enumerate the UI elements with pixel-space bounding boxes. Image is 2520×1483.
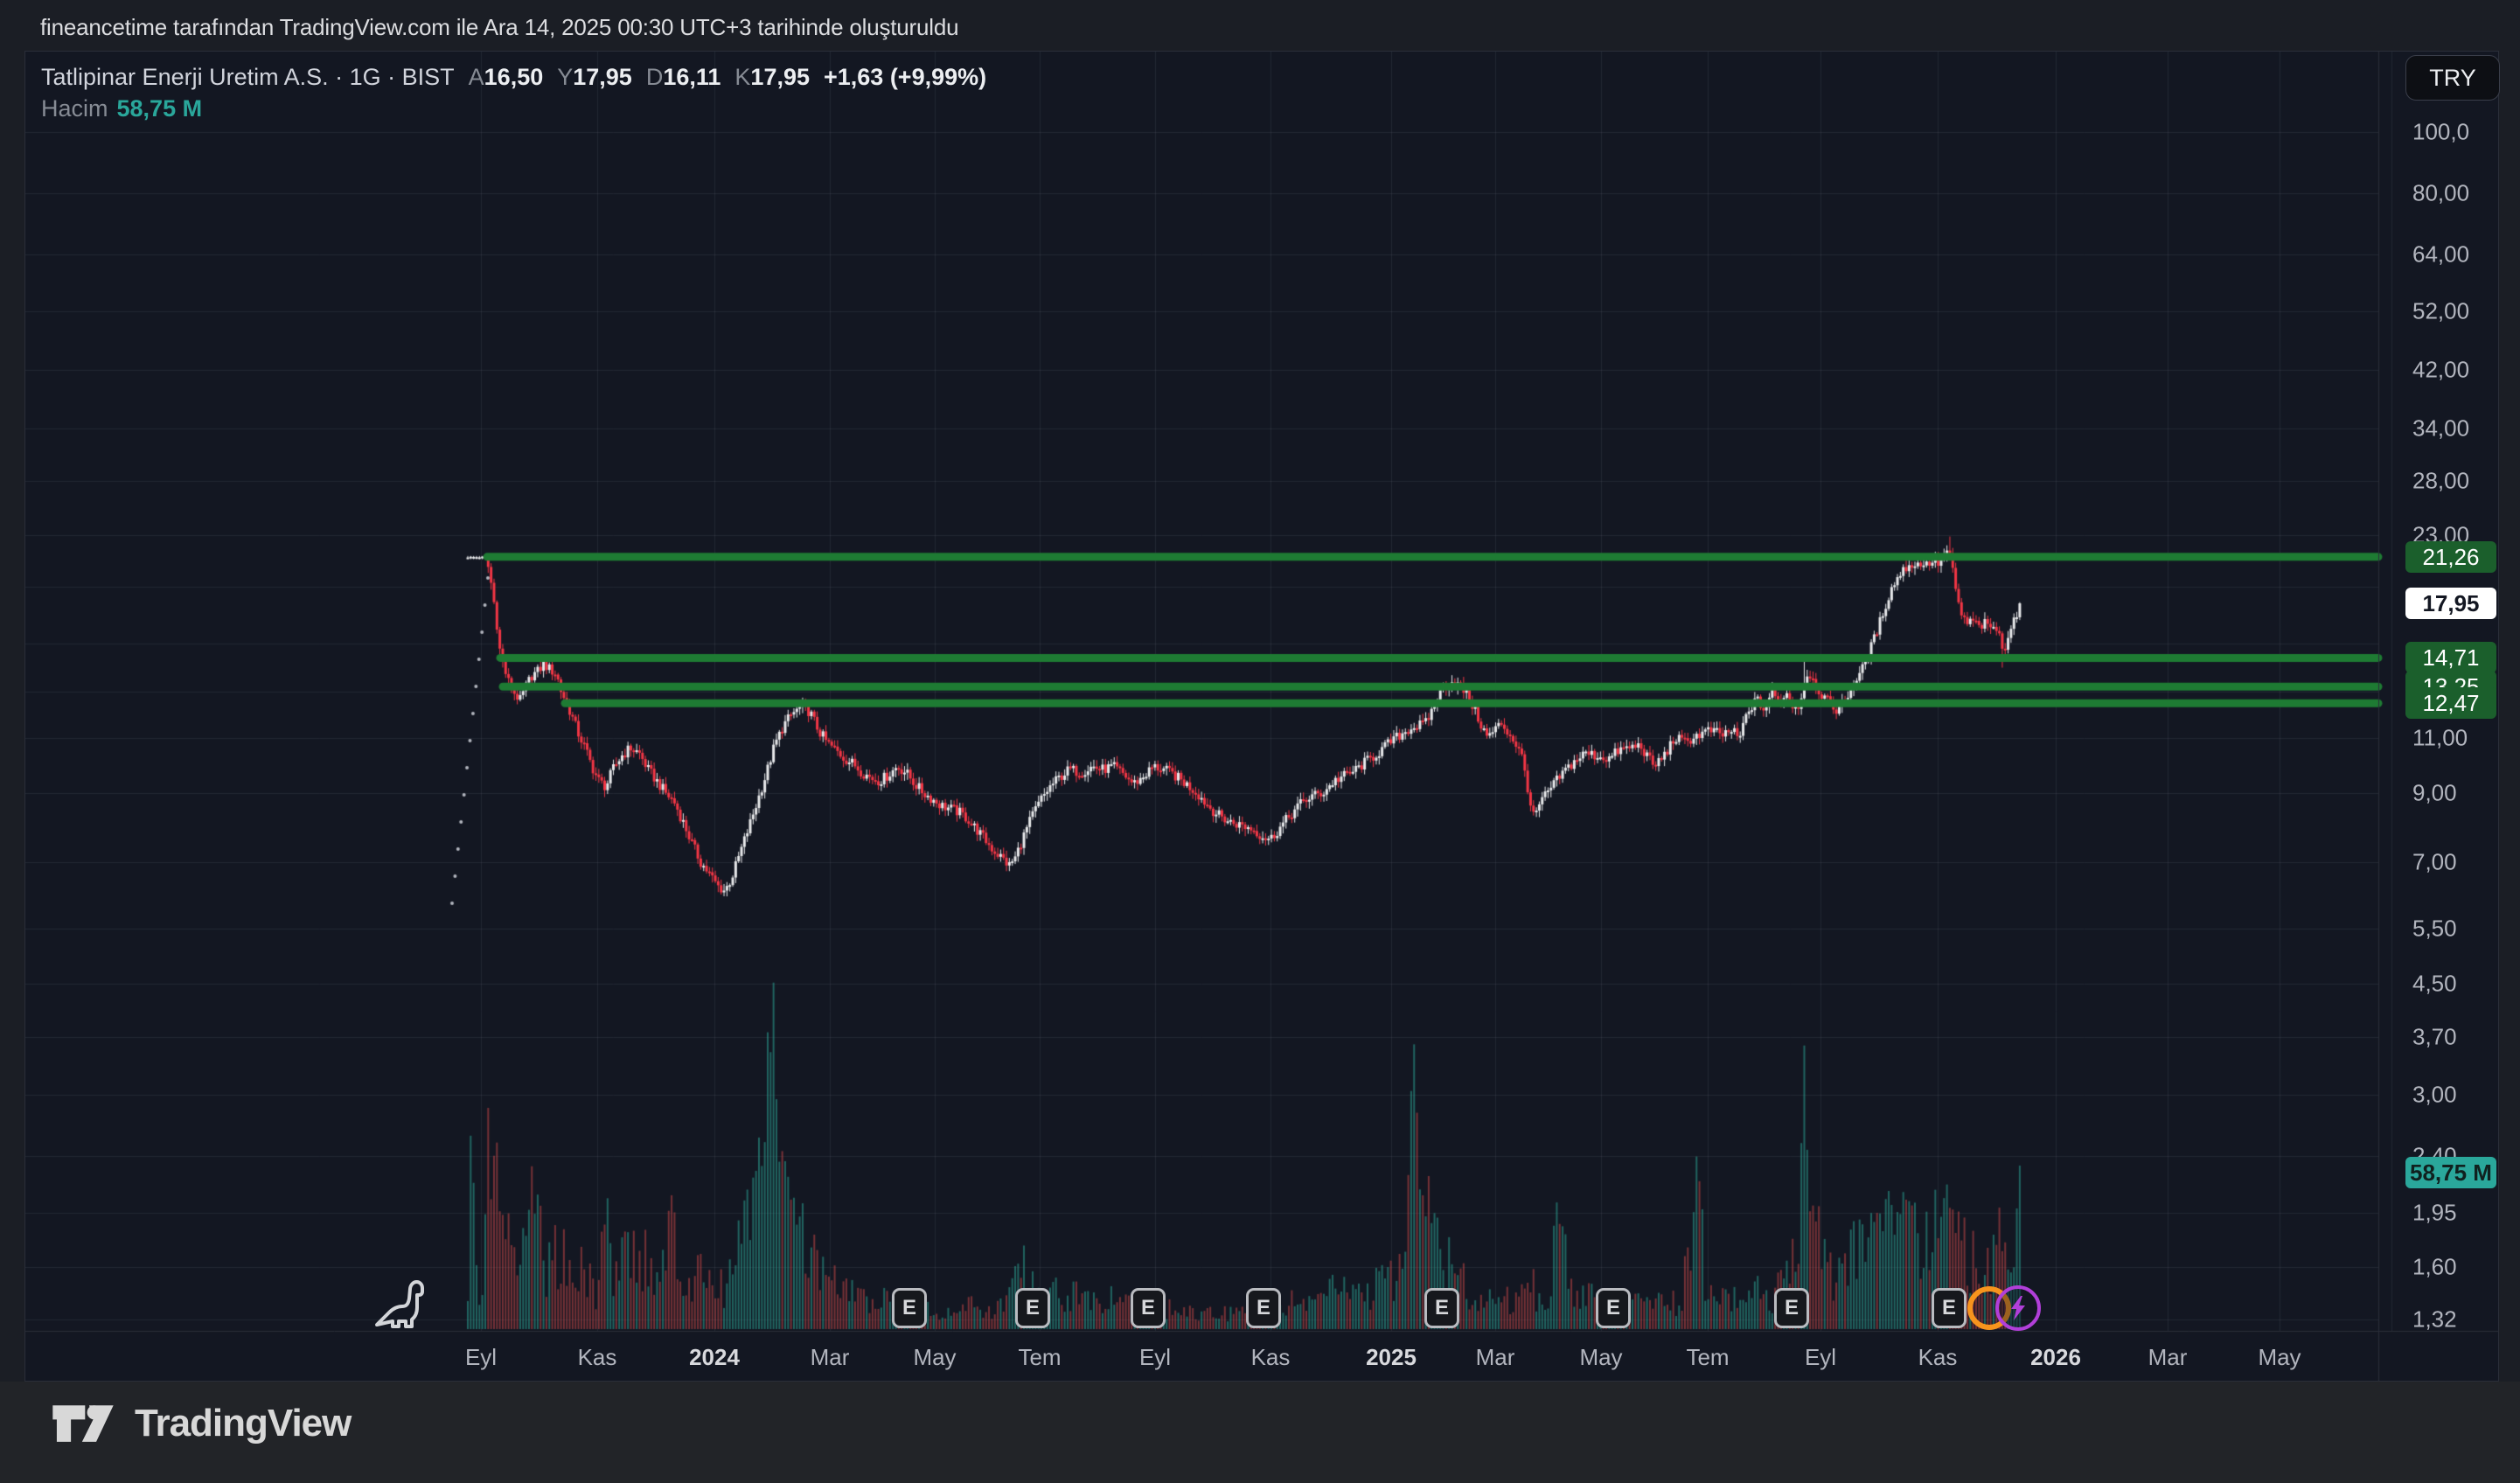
earnings-badge[interactable]: E xyxy=(1131,1288,1166,1328)
volume-value: 58,75 M xyxy=(116,95,203,122)
time-tick-label: Eyl xyxy=(1138,1344,1172,1370)
time-tick-label: Tem xyxy=(1686,1344,1730,1370)
tradingview-mark-icon xyxy=(52,1405,114,1442)
attribution-text: fineancetime tarafından TradingView.com … xyxy=(40,14,959,40)
level-axis-label: 21,26 xyxy=(2405,541,2496,573)
footer-bar: TradingView xyxy=(0,1382,2520,1483)
price-tick-label: 42,00 xyxy=(2412,356,2470,383)
price-tick-label: 11,00 xyxy=(2412,724,2468,751)
earnings-badge[interactable]: E xyxy=(892,1288,927,1328)
earnings-badge[interactable]: E xyxy=(1424,1288,1459,1328)
ohlc-field: A16,50 xyxy=(468,64,544,90)
dino-watermark-icon xyxy=(375,1280,424,1328)
time-tick-label: Eyl xyxy=(464,1344,498,1370)
time-tick-label: May xyxy=(1579,1344,1623,1370)
level-axis-label: 12,47 xyxy=(2405,687,2496,719)
lightning-icon[interactable] xyxy=(1995,1285,2041,1331)
price-tick-label: 4,50 xyxy=(2412,970,2457,997)
price-tick-label: 52,00 xyxy=(2412,297,2470,324)
price-tick-label: 1,32 xyxy=(2412,1305,2457,1333)
last-price-axis-label: 17,95 xyxy=(2405,588,2496,619)
time-tick-label: Tem xyxy=(1018,1344,1062,1370)
time-tick-label: 2025 xyxy=(1366,1344,1417,1370)
price-tick-label: 80,00 xyxy=(2412,179,2470,206)
price-tick-label: 100,0 xyxy=(2412,118,2470,145)
volume-axis-label: 58,75 M xyxy=(2405,1157,2496,1188)
currency-button[interactable]: TRY xyxy=(2405,55,2500,101)
price-volume-chart-canvas[interactable] xyxy=(25,52,2498,1381)
time-tick-label: 2026 xyxy=(2030,1344,2081,1370)
time-tick-label: May xyxy=(2258,1344,2301,1370)
price-change: +1,63 (+9,99%) xyxy=(824,64,987,90)
ohlc-field: D16,11 xyxy=(645,64,721,90)
time-tick-label: Kas xyxy=(1250,1344,1291,1370)
time-tick-label: Eyl xyxy=(1804,1344,1837,1370)
tradingview-wordmark: TradingView xyxy=(135,1402,352,1445)
ohlc-fields: A16,50 Y17,95 D16,11 K17,95 xyxy=(469,64,810,91)
ohlc-field: K17,95 xyxy=(734,64,810,90)
price-tick-label: 28,00 xyxy=(2412,467,2470,494)
price-tick-label: 1,95 xyxy=(2412,1199,2457,1226)
ohlc-field: Y17,95 xyxy=(557,64,632,90)
symbol-title: Tatlipinar Enerji Uretim A.S. · 1G · BIS… xyxy=(41,64,455,90)
price-tick-label: 5,50 xyxy=(2412,915,2457,942)
price-tick-label: 64,00 xyxy=(2412,240,2470,268)
earnings-badge[interactable]: E xyxy=(1596,1288,1631,1328)
chart-panel: Tatlipinar Enerji Uretim A.S. · 1G · BIS… xyxy=(24,51,2500,1382)
time-tick-label: Kas xyxy=(1918,1344,1958,1370)
price-tick-label: 7,00 xyxy=(2412,848,2457,875)
volume-label: Hacim xyxy=(41,95,108,122)
earnings-badge[interactable]: E xyxy=(1246,1288,1281,1328)
time-tick-label: Mar xyxy=(1475,1344,1515,1370)
level-axis-label: 14,71 xyxy=(2405,642,2496,673)
price-tick-label: 1,60 xyxy=(2412,1253,2457,1280)
symbol-info-row[interactable]: Tatlipinar Enerji Uretim A.S. · 1G · BIS… xyxy=(41,64,986,91)
lightning-bolt-glyph xyxy=(2011,1296,2025,1320)
tradingview-logo[interactable]: TradingView xyxy=(51,1401,352,1446)
time-tick-label: 2024 xyxy=(689,1344,740,1370)
time-tick-label: Kas xyxy=(577,1344,617,1370)
earnings-badge[interactable]: E xyxy=(1015,1288,1050,1328)
earnings-badge[interactable]: E xyxy=(1774,1288,1809,1328)
time-tick-label: Mar xyxy=(810,1344,850,1370)
volume-info-row[interactable]: Hacim 58,75 M xyxy=(41,95,202,122)
time-tick-label: Mar xyxy=(2148,1344,2188,1370)
price-tick-label: 3,70 xyxy=(2412,1023,2457,1050)
price-tick-label: 34,00 xyxy=(2412,414,2470,442)
earnings-badge[interactable]: E xyxy=(1932,1288,1967,1328)
price-tick-label: 9,00 xyxy=(2412,779,2457,806)
time-tick-label: May xyxy=(913,1344,957,1370)
price-tick-label: 3,00 xyxy=(2412,1081,2457,1108)
